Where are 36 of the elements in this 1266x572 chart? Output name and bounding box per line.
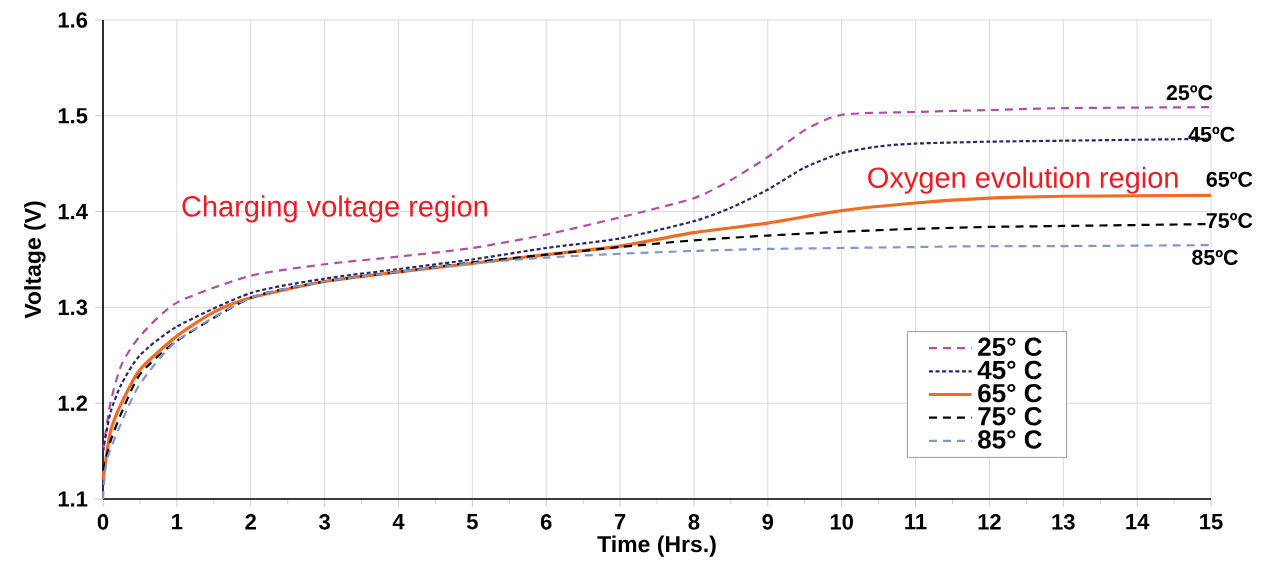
x-tick-label: 13: [1052, 514, 1075, 530]
x-tick-label: 6: [540, 514, 552, 530]
x-tick-label: 1: [172, 514, 183, 530]
annotation: 45ºC: [1188, 126, 1235, 142]
legend-label: 85° C: [978, 430, 1042, 449]
legend-label: 45° C: [977, 360, 1042, 380]
x-tick-label: 12: [978, 514, 1001, 530]
x-tick-label: 14: [1126, 514, 1150, 530]
x-tick-label: 8: [688, 514, 700, 530]
x-axis-title: Time (Hrs.): [597, 535, 716, 557]
x-tick-label: 3: [318, 514, 330, 530]
x-tick-label: 2: [245, 514, 256, 530]
y-tick-label: 1.5: [58, 108, 88, 124]
y-tick-label: 1.2: [58, 395, 88, 411]
x-tick-label: 7: [614, 514, 626, 530]
y-tick-label: 1.4: [58, 204, 88, 220]
x-tick-label: 10: [830, 514, 853, 530]
x-tick-label: 9: [762, 514, 774, 530]
annotation: Charging voltage region: [182, 195, 487, 223]
x-tick-label: 5: [466, 514, 478, 530]
x-tick-label: 0: [97, 514, 109, 530]
y-tick-label: 1.1: [58, 491, 88, 507]
y-axis-title: Voltage (V): [24, 201, 46, 319]
y-tick-label: 1.3: [58, 299, 88, 316]
y-tick-label: 1.6: [58, 12, 88, 28]
legend-label: 65° C: [978, 383, 1042, 403]
annotation: 75ºC: [1206, 212, 1253, 229]
annotation: Oxygen evolution region: [868, 166, 1178, 194]
legend-label: 25° C: [978, 337, 1042, 357]
x-tick-label: 4: [392, 514, 405, 530]
x-tick-label: 15: [1200, 514, 1223, 530]
annotation: 85ºC: [1192, 249, 1238, 265]
x-tick-label: 11: [905, 514, 927, 530]
legend-label: 75° C: [978, 407, 1042, 426]
annotation: 25ºC: [1166, 85, 1213, 101]
annotation: 65ºC: [1206, 171, 1253, 187]
